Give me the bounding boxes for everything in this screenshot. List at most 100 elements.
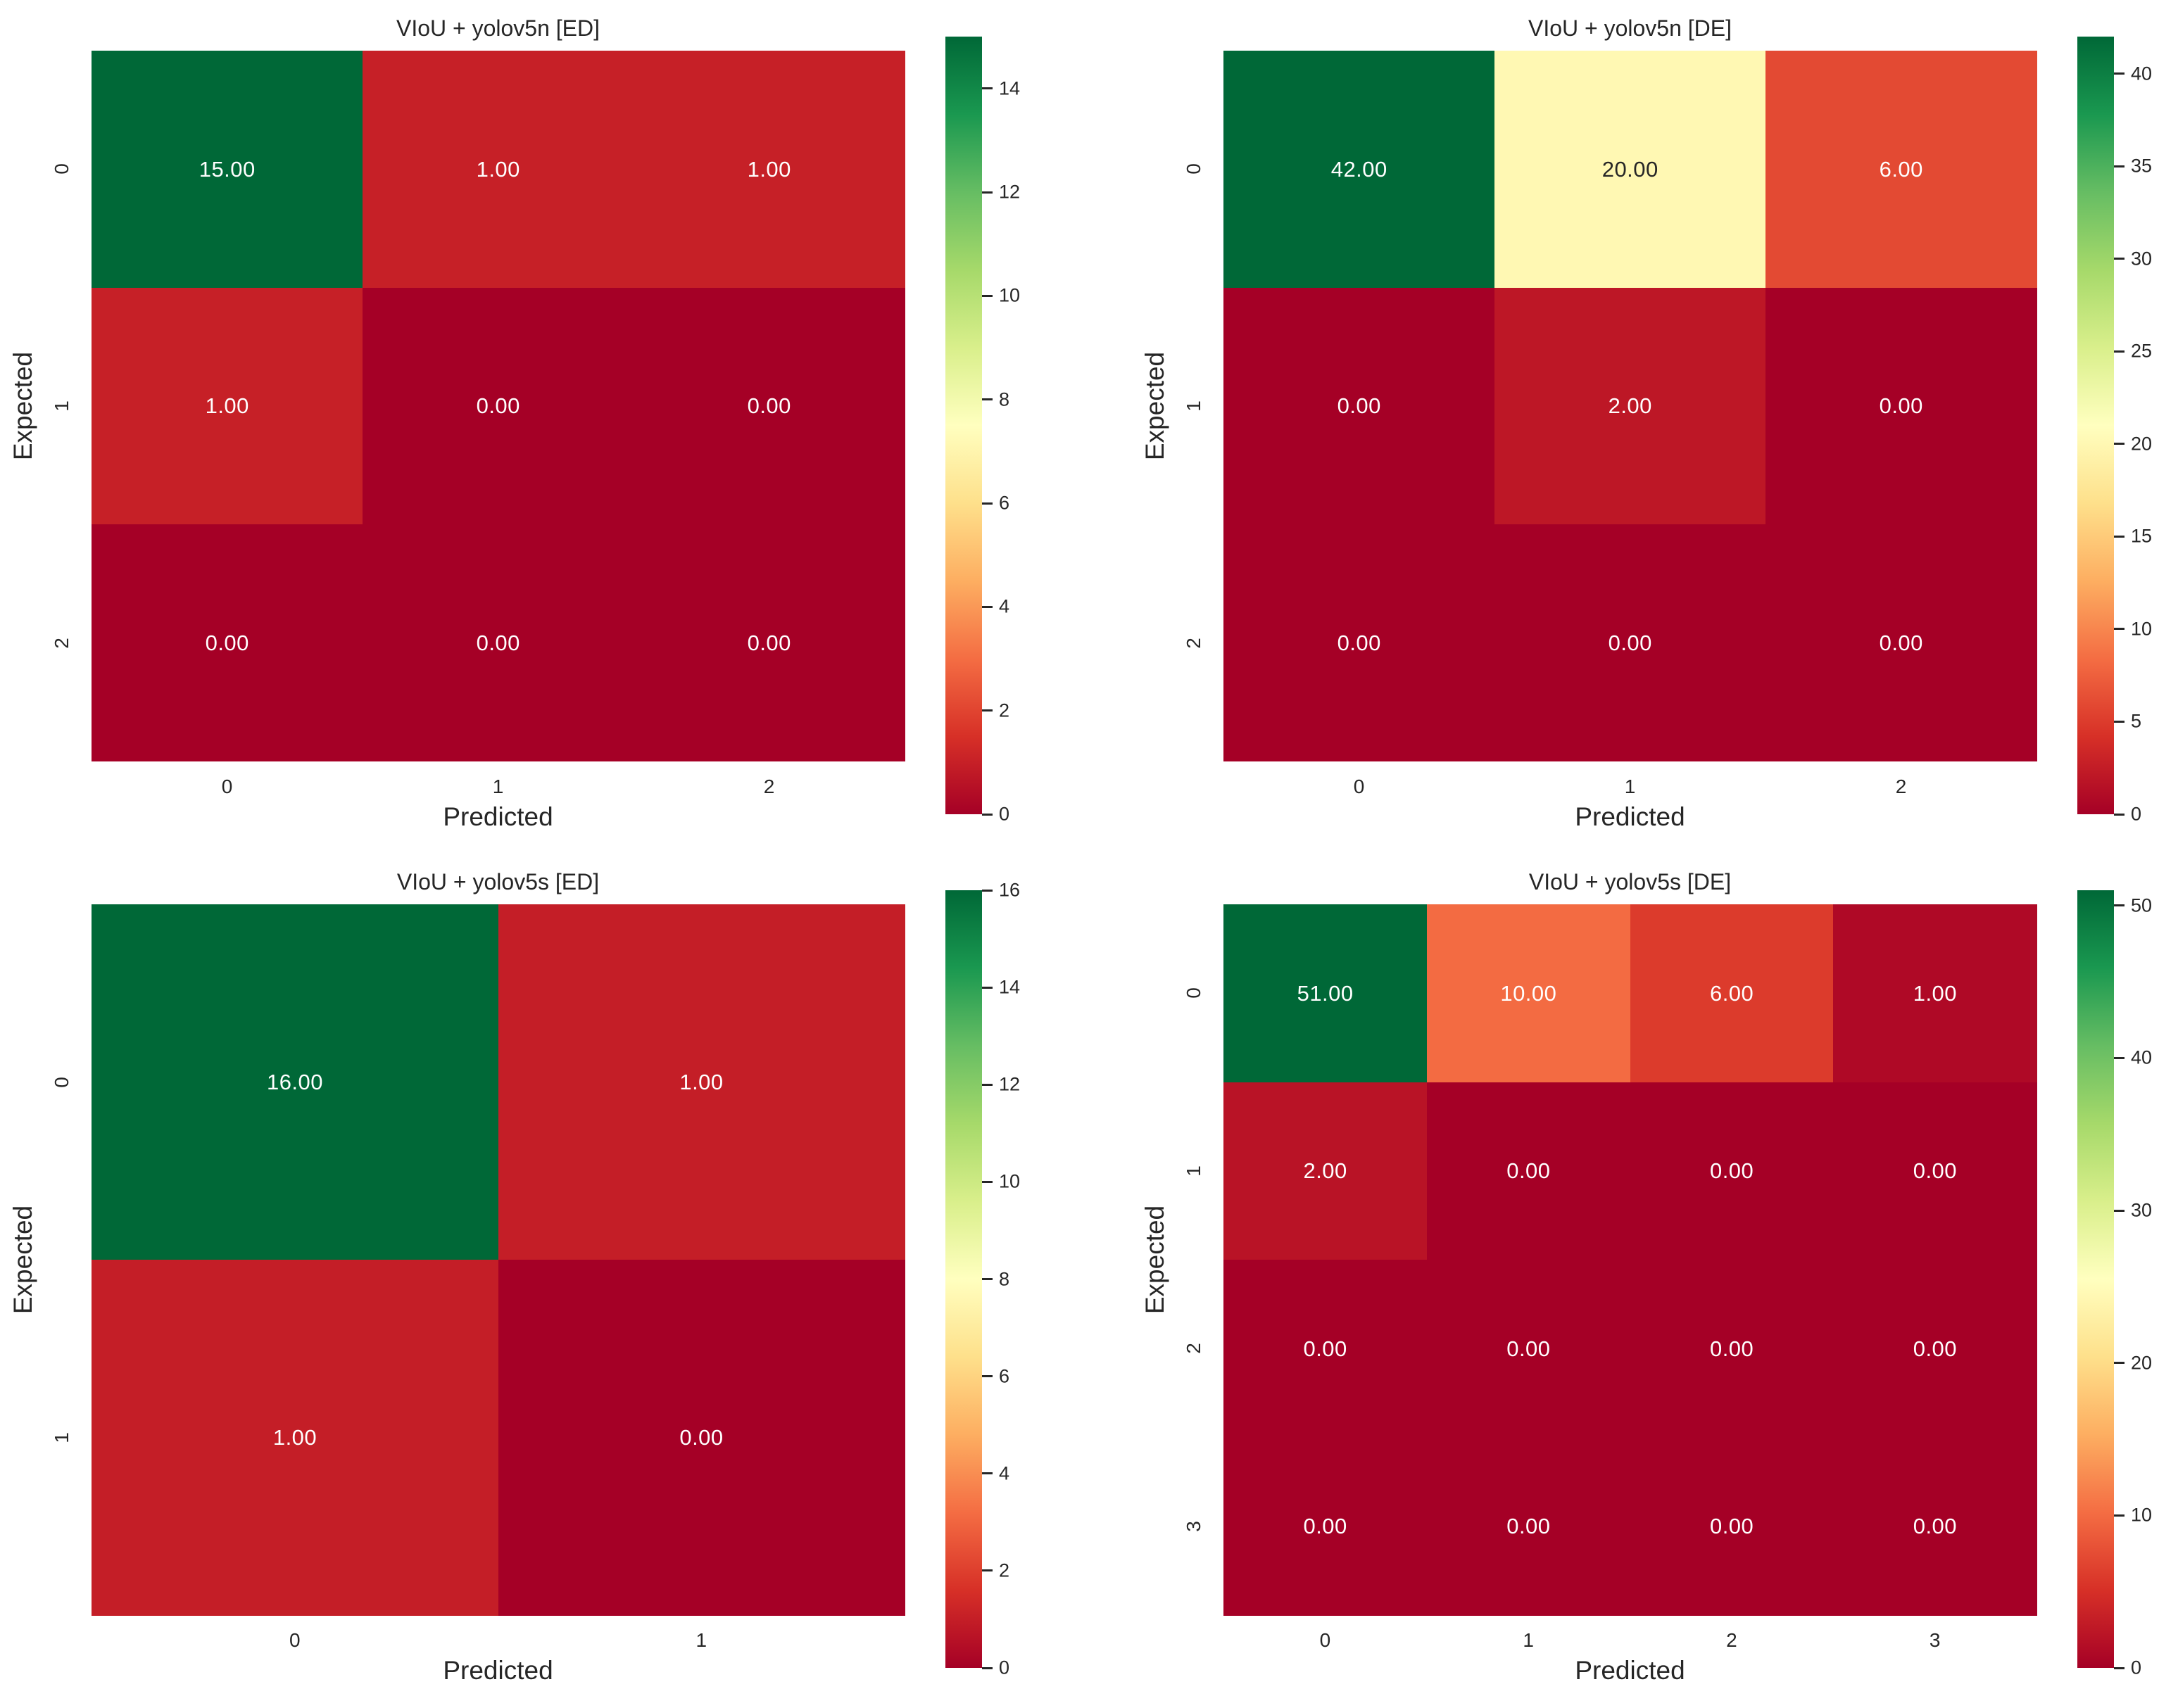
x-tick-label: 2 <box>763 776 775 797</box>
colorbar-tick-mark <box>982 1083 993 1086</box>
y-axis-label: Expected <box>8 1205 37 1315</box>
y-axis-label: Expected <box>1140 351 1169 461</box>
colorbar-tick-mark <box>2114 350 2125 353</box>
colorbar-tick-mark <box>982 1666 993 1669</box>
heatmap-cell: 0.00 <box>1426 1260 1630 1438</box>
cell-value-label: 0.00 <box>1303 1336 1347 1361</box>
cell-value-label: 1.00 <box>1913 980 1958 1006</box>
heatmap-cell: 0.00 <box>1426 1082 1630 1260</box>
colorbar-gradient <box>2077 890 2114 1668</box>
colorbar-tick-mark <box>2114 1056 2125 1059</box>
colorbar-tick-label: 8 <box>999 388 1010 410</box>
heatmap-cell: 0.00 <box>1494 524 1766 762</box>
colorbar-tick-label: 40 <box>2131 1046 2153 1068</box>
x-tick-label: 1 <box>1624 776 1636 797</box>
heatmap-cell: 10.00 <box>1426 904 1630 1082</box>
colorbar-tick-label: 4 <box>999 1462 1010 1484</box>
colorbar-tick-mark <box>2114 1514 2125 1517</box>
x-tick-label: 0 <box>221 776 233 797</box>
colorbar-tick-mark <box>2114 813 2125 816</box>
colorbar-tick-label: 10 <box>2131 618 2153 640</box>
colorbar-tick-label: 12 <box>999 181 1021 203</box>
heatmap-cell: 1.00 <box>92 1260 498 1616</box>
colorbar-tick-label: 20 <box>2131 1352 2153 1374</box>
heatmap-cell: 0.00 <box>1630 1260 1834 1438</box>
cell-value-label: 0.00 <box>1337 630 1381 655</box>
cell-value-label: 1.00 <box>205 393 249 419</box>
cell-value-label: 1.00 <box>747 156 791 182</box>
x-tick-label: 2 <box>1895 776 1907 797</box>
x-tick-label: 1 <box>1523 1629 1534 1651</box>
cell-value-label: 42.00 <box>1330 156 1387 182</box>
x-axis-label: Predicted <box>1575 802 1685 831</box>
cell-value-label: 0.00 <box>205 630 249 655</box>
colorbar-tick-mark <box>2114 443 2125 445</box>
heatmap-cell: 0.00 <box>1765 524 2037 762</box>
colorbar-tick-label: 10 <box>2131 1504 2153 1526</box>
cell-value-label: 20.00 <box>1601 156 1658 182</box>
x-tick-label: 1 <box>492 776 504 797</box>
colorbar-tick-mark <box>2114 1362 2125 1365</box>
y-tick-label: 2 <box>1183 1343 1204 1355</box>
heatmap-cell: 0.00 <box>1833 1260 2037 1438</box>
heatmap-cell: 0.00 <box>1630 1082 1834 1260</box>
cell-value-label: 0.00 <box>1879 630 1923 655</box>
colorbar-tick-label: 35 <box>2131 155 2153 177</box>
colorbar-tick-label: 15 <box>2131 525 2153 547</box>
colorbar-tick-mark <box>982 191 993 194</box>
colorbar-tick-mark <box>982 1569 993 1572</box>
colorbar-tick-mark <box>982 605 993 608</box>
y-tick-label: 0 <box>1183 163 1204 175</box>
heatmap-cell: 1.00 <box>1833 904 2037 1082</box>
cell-value-label: 1.00 <box>679 1069 724 1094</box>
colorbar-tick-label: 10 <box>999 1170 1021 1192</box>
cell-value-label: 0.00 <box>679 1424 724 1450</box>
colorbar-tick-mark <box>2114 628 2125 631</box>
colorbar-tick-mark <box>982 1472 993 1475</box>
cell-value-label: 0.00 <box>747 630 791 655</box>
colorbar-tick-label: 2 <box>999 700 1010 721</box>
cell-value-label: 1.00 <box>272 1424 317 1450</box>
colorbar-tick-label: 0 <box>999 803 1010 825</box>
cell-value-label: 51.00 <box>1297 980 1354 1006</box>
heatmap-cell: 2.00 <box>1223 1082 1428 1260</box>
cell-value-label: 0.00 <box>1709 1514 1754 1538</box>
colorbar-tick-mark <box>982 1375 993 1378</box>
cell-value-label: 0.00 <box>1337 393 1381 419</box>
heatmap-cell: 0.00 <box>1765 287 2037 525</box>
cell-value-label: 0.00 <box>1913 1158 1958 1183</box>
heatmap-cell: 1.00 <box>634 51 905 289</box>
subplot-title: VIoU + yolov5s [ED] <box>396 869 600 894</box>
y-tick-label: 0 <box>51 163 73 175</box>
subplot-title: VIoU + yolov5n [ED] <box>396 15 600 41</box>
y-tick-label: 3 <box>1183 1520 1204 1532</box>
heatmap-cell: 6.00 <box>1765 51 2037 289</box>
colorbar-tick-mark <box>2114 165 2125 167</box>
cell-value-label: 0.00 <box>747 393 791 419</box>
heatmap-cell: 0.00 <box>1223 1260 1428 1438</box>
colorbar-gradient <box>945 890 982 1668</box>
colorbar-tick-mark <box>2114 720 2125 723</box>
heatmap-cell: 0.00 <box>1833 1437 2037 1616</box>
colorbar-tick-label: 50 <box>2131 894 2153 916</box>
heatmap-cell: 1.00 <box>498 904 905 1260</box>
heatmap-cell: 42.00 <box>1223 51 1495 289</box>
colorbar-tick-label: 8 <box>999 1268 1010 1289</box>
cell-value-label: 0.00 <box>1506 1514 1551 1538</box>
cell-value-label: 0.00 <box>1913 1336 1958 1361</box>
heatmap-cell: 0.00 <box>498 1260 905 1616</box>
cell-value-label: 0.00 <box>1303 1514 1347 1538</box>
colorbar-tick-label: 14 <box>999 976 1021 998</box>
cell-value-label: 15.00 <box>199 156 256 182</box>
cell-value-label: 6.00 <box>1879 156 1923 182</box>
x-axis-label: Predicted <box>443 1656 553 1685</box>
colorbar-tick-label: 0 <box>2131 1657 2142 1678</box>
cell-value-label: 0.00 <box>1913 1514 1958 1538</box>
colorbar-tick-label: 10 <box>999 284 1021 306</box>
heatmap-cell: 15.00 <box>92 51 363 289</box>
heatmap-cell: 0.00 <box>634 287 905 525</box>
colorbar-tick-label: 25 <box>2131 340 2153 362</box>
heatmap-cell: 0.00 <box>363 524 634 762</box>
colorbar-tick-mark <box>982 87 993 90</box>
